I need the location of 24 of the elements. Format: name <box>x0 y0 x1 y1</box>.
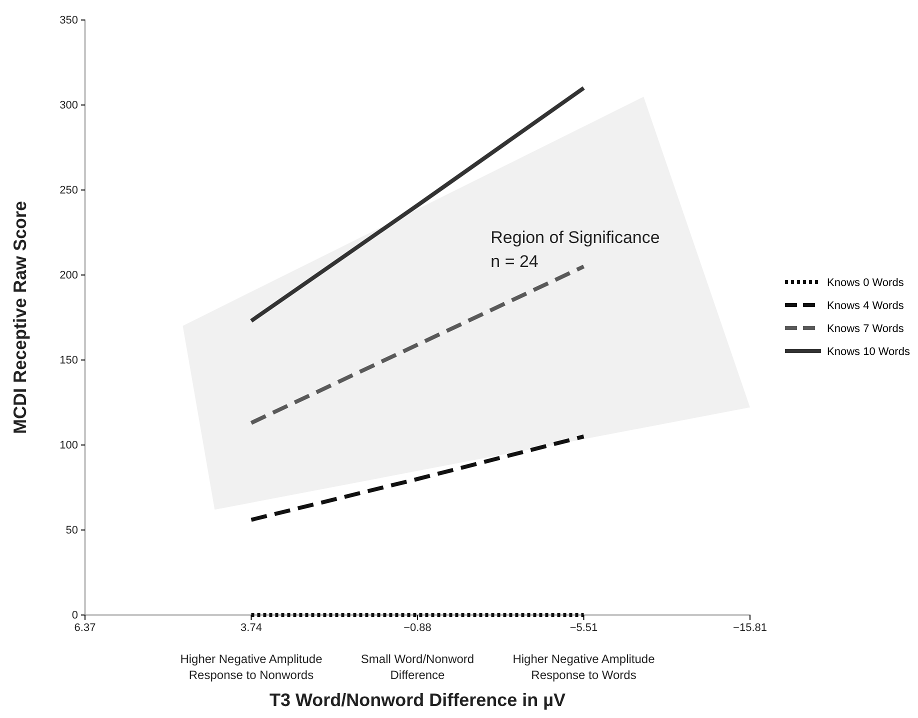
x-axis-title: T3 Word/Nonword Difference in µV <box>269 690 566 710</box>
y-tick-label: 0 <box>72 610 78 622</box>
y-tick-label: 350 <box>60 14 78 27</box>
y-tick-label: 250 <box>60 184 78 197</box>
x-tick-label: −5.51 <box>570 622 598 634</box>
x-tick-label: −15.81 <box>733 622 767 634</box>
y-tick-label: 150 <box>60 354 78 367</box>
text: Small Word/Nonword Difference <box>360 652 474 682</box>
y-axis-title: MCDI Receptive Raw Score <box>10 200 30 434</box>
text: Higher Negative Amplitude Response to Nonwords <box>180 652 323 682</box>
y-tick-label: 200 <box>60 270 78 282</box>
y-tick-label: 100 <box>60 440 78 452</box>
legend-label: Knows 4 Words <box>827 300 904 312</box>
annotation: Region of Significance <box>490 228 660 248</box>
x-tick-label: −0.88 <box>404 622 432 634</box>
x-tick-label: 6.37 <box>74 622 96 634</box>
legend-label: Knows 10 Words <box>827 346 910 358</box>
legend-label: Knows 7 Words <box>827 323 904 335</box>
annotation: n = 24 <box>490 252 538 272</box>
y-tick-label: 300 <box>60 100 78 112</box>
x-tick-label: 3.74 <box>240 622 262 634</box>
text: Higher Negative Amplitude Response to Words <box>512 652 656 682</box>
y-tick-label: 50 <box>66 524 78 537</box>
legend-label: Knows 0 Words <box>827 277 904 289</box>
